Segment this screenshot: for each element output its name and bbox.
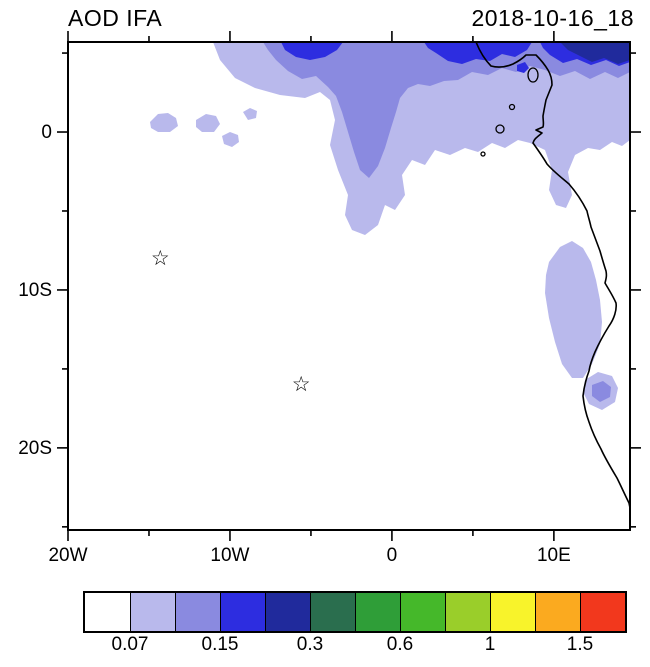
x-axis-label: 0: [387, 545, 398, 566]
colorbar-tick-label: 0.07: [111, 634, 149, 655]
colorbar-cell: [265, 593, 310, 631]
colorbar-cell: [175, 593, 220, 631]
star-marker: ☆: [151, 247, 170, 270]
aod-contour-region: [263, 42, 630, 178]
colorbar-cell: [580, 593, 625, 631]
plot-frame: [67, 41, 631, 531]
y-axis-label: 0: [41, 122, 52, 143]
colorbar-tick-label: 0.6: [386, 634, 414, 655]
aod-contour-region: [281, 42, 630, 73]
colorbar-cell: [400, 593, 445, 631]
colorbar-tick-label: 1.5: [566, 634, 594, 655]
colorbar-cell: [490, 593, 535, 631]
x-axis-label: 10E: [537, 545, 571, 566]
island-outline: [527, 67, 539, 83]
island-outline: [480, 151, 486, 157]
aod-contour-region: [545, 241, 602, 378]
aod-field: [150, 42, 630, 509]
colorbar-tick-label: 1: [484, 634, 496, 655]
aod-contour-region: [213, 42, 630, 235]
y-axis-label: 20S: [18, 438, 52, 459]
star-marker: ☆: [292, 373, 311, 396]
colorbar-cell: [310, 593, 355, 631]
plot-timestamp: 2018-10-16_18: [471, 5, 634, 31]
colorbar-cell: [85, 593, 130, 631]
map-plot: ☆ ☆ 0 10S 20S 20W 10W 0 10E: [18, 31, 641, 566]
colorbar-tick-label: 0.15: [201, 634, 239, 655]
x-axis-label: 20W: [48, 545, 87, 566]
x-axis-label: 10W: [210, 545, 249, 566]
y-axis-label: 10S: [18, 280, 52, 301]
colorbar-tick-label: 0.3: [296, 634, 324, 655]
colorbar-cell: [220, 593, 265, 631]
colorbar-labels: 0.07 0.15 0.3 0.6 1 1.5: [85, 634, 625, 660]
colorbar-cell: [355, 593, 400, 631]
plot-title: AOD IFA: [68, 5, 163, 31]
colorbar-cell: [445, 593, 490, 631]
aod-contour-region: [592, 381, 611, 402]
island-outline: [495, 124, 505, 134]
coastline: [475, 42, 630, 509]
aod-contour-region: [560, 42, 630, 64]
colorbar-cell: [535, 593, 580, 631]
colorbar: [83, 591, 627, 633]
aod-contour-region: [150, 108, 257, 147]
colorbar-cell: [130, 593, 175, 631]
island-outline: [508, 103, 516, 111]
